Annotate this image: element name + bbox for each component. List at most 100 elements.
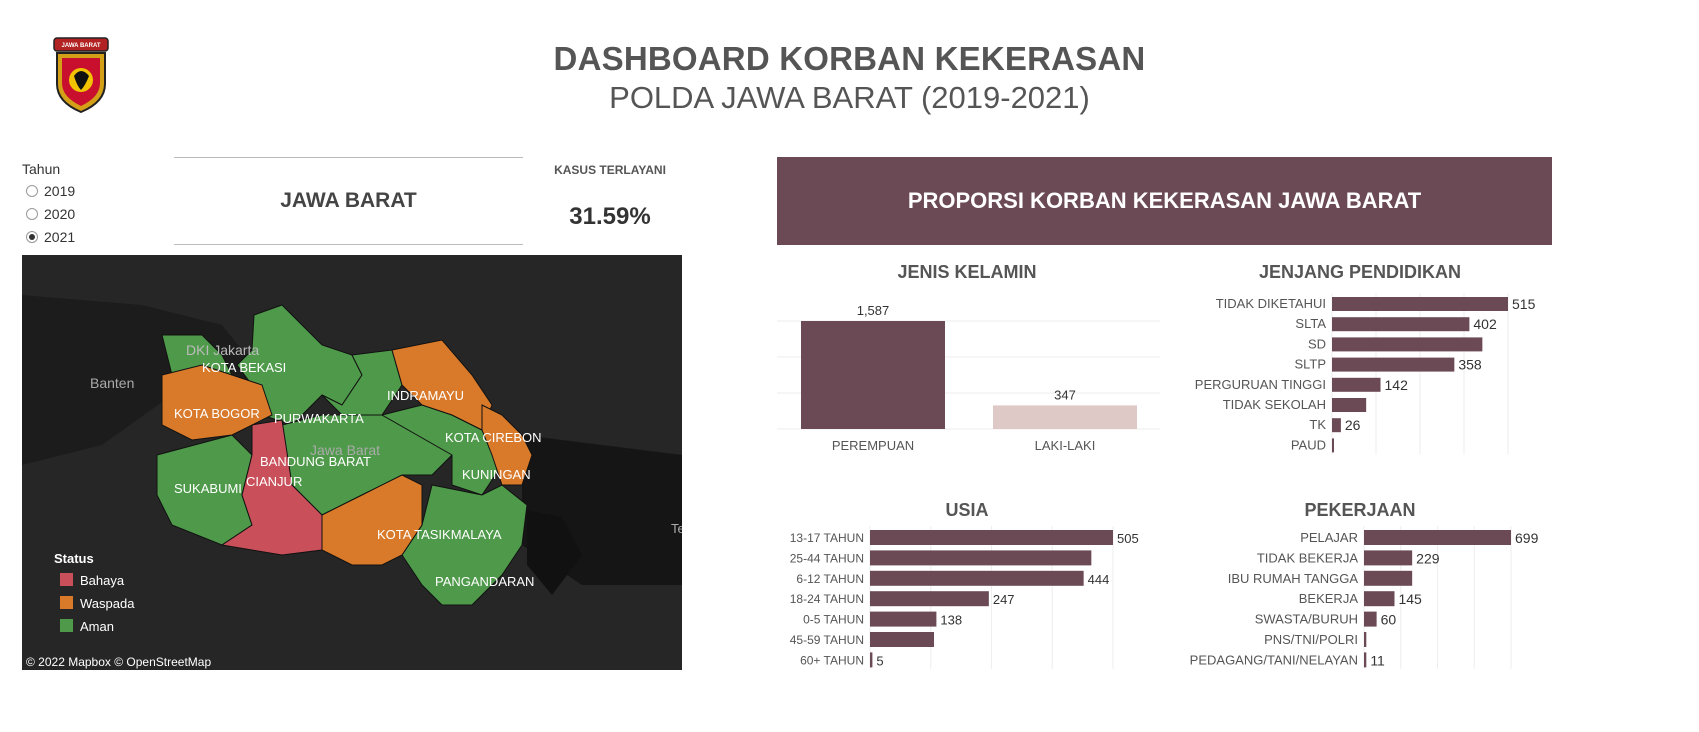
- legend-label: Waspada: [80, 596, 135, 611]
- bar: [993, 405, 1137, 429]
- category-label: 0-5 TAHUN: [803, 613, 864, 627]
- map-label: INDRAMAYU: [387, 388, 464, 403]
- bar: [1332, 357, 1455, 372]
- map-label: KOTA TASIKMALAYA: [377, 527, 502, 542]
- chart-pekerjaan: PELAJAR 699 TIDAK BEKERJA 229 IBU RUMAH TANG…: [1190, 526, 1539, 669]
- category-label: SLTA: [1295, 316, 1326, 331]
- legend-label: Bahaya: [80, 573, 125, 588]
- bar: [1364, 591, 1395, 607]
- chart-title-usia: USIA: [945, 500, 989, 520]
- category-label: TIDAK SEKOLAH: [1223, 397, 1326, 412]
- year-option-label: 2019: [44, 183, 76, 199]
- map-label: Te: [671, 521, 682, 536]
- kpi-value: 31.59%: [569, 203, 651, 230]
- map-attribution: © 2022 Mapbox © OpenStreetMap: [26, 655, 211, 669]
- category-label: LAKI-LAKI: [1035, 438, 1096, 453]
- year-filter-label: Tahun: [22, 161, 61, 177]
- category-label: 6-12 TAHUN: [796, 572, 864, 586]
- category-label: IBU RUMAH TANGGA: [1228, 571, 1359, 586]
- category-label: 25-44 TAHUN: [790, 551, 864, 565]
- map-label: PANGANDARAN: [435, 574, 534, 589]
- category-label: 60+ TAHUN: [800, 653, 864, 667]
- bar: [870, 591, 989, 607]
- bar-value-label: 247: [993, 592, 1015, 607]
- legend-title: Status: [54, 551, 94, 566]
- category-label: TIDAK BEKERJA: [1257, 550, 1358, 565]
- dashboard-title: DASHBOARD KORBAN KEKERASAN: [553, 40, 1146, 77]
- bar-value-label: 138: [940, 613, 962, 628]
- year-option-label: 2021: [44, 229, 76, 245]
- category-label: SWASTA/BURUH: [1255, 612, 1358, 627]
- bar: [1364, 550, 1413, 566]
- category-label: PEDAGANG/TANI/NELAYAN: [1190, 652, 1358, 667]
- category-label: PAUD: [1291, 437, 1326, 452]
- bar: [1332, 297, 1508, 311]
- bar-value-label: 5: [876, 653, 883, 668]
- dashboard-subtitle: POLDA JAWA BARAT (2019-2021): [609, 80, 1090, 115]
- chart-title-pendidikan: JENJANG PENDIDIKAN: [1258, 262, 1462, 282]
- map-label: DKI Jakarta: [186, 342, 259, 358]
- category-label: PELAJAR: [1300, 530, 1358, 545]
- bar: [870, 652, 873, 668]
- bar-value-label: 1,587: [857, 303, 890, 318]
- bar-value-label: 358: [1458, 357, 1482, 373]
- proporsi-banner: PROPORSI KORBAN KEKERASAN JAWA BARAT: [777, 157, 1552, 245]
- map-region-waspada[interactable]: [321, 474, 423, 566]
- bar-value-label: 444: [1088, 572, 1110, 587]
- chart-usia: 13-17 TAHUN 505 25-44 TAHUN 6-12 TAHUN 444 18…: [790, 526, 1139, 669]
- radio-selected-icon: [26, 231, 38, 243]
- category-label: PEREMPUAN: [832, 438, 914, 453]
- bar: [1332, 398, 1367, 412]
- category-label: BEKERJA: [1299, 591, 1359, 606]
- bar-value-label: 699: [1515, 530, 1539, 546]
- category-label: TK: [1309, 417, 1326, 432]
- year-option-2020[interactable]: 2020: [26, 206, 75, 222]
- bar: [801, 321, 945, 429]
- bar: [1332, 438, 1334, 453]
- bar: [870, 570, 1084, 586]
- polda-logo: JAWA BARAT: [53, 37, 109, 114]
- map-label: KOTA BEKASI: [202, 360, 286, 375]
- kpi-label: KASUS TERLAYANI: [554, 163, 666, 177]
- selected-region: JAWA BARAT: [174, 157, 523, 245]
- map-label: Banten: [90, 375, 134, 391]
- bar: [1364, 530, 1511, 545]
- legend-swatch-bahaya: [60, 573, 73, 586]
- year-option-2021[interactable]: 2021: [26, 229, 75, 245]
- category-label: 18-24 TAHUN: [790, 592, 864, 606]
- chart-jenis-kelamin: 1,587 PEREMPUAN 347 LAKI-LAKI: [777, 303, 1160, 453]
- legend-swatch-aman: [60, 619, 73, 632]
- radio-icon: [26, 185, 38, 197]
- bar: [870, 611, 937, 627]
- year-option-label: 2020: [44, 206, 76, 222]
- bar-value-label: 145: [1398, 591, 1422, 607]
- map-region-kuningan[interactable]: [481, 404, 533, 486]
- chart-title-pekerjaan: PEKERJAAN: [1304, 500, 1416, 520]
- bar: [1332, 317, 1470, 332]
- category-label: TIDAK DIKETAHUI: [1216, 296, 1326, 311]
- category-label: 45-59 TAHUN: [790, 633, 864, 647]
- map-label: KOTA BOGOR: [174, 406, 260, 421]
- map-legend: Status Bahaya Waspada Aman: [54, 551, 135, 634]
- bar-value-label: 402: [1473, 316, 1497, 332]
- bar-value-label: 142: [1385, 377, 1409, 393]
- map-region-cianjur[interactable]: [220, 419, 323, 556]
- map-label: KOTA CIREBON: [445, 430, 542, 445]
- map-label: PURWAKARTA: [274, 411, 364, 426]
- map-label: SUKABUMI: [174, 481, 242, 496]
- bar: [870, 632, 934, 647]
- category-label: PERGURUAN TINGGI: [1195, 377, 1326, 392]
- bar-value-label: 11: [1370, 652, 1385, 668]
- map-label: BANDUNG BARAT: [260, 454, 371, 469]
- bar: [1364, 652, 1367, 668]
- map-land-east: [527, 510, 582, 595]
- category-label: PNS/TNI/POLRI: [1264, 632, 1358, 647]
- bar: [1332, 377, 1381, 392]
- bar-value-label: 505: [1117, 531, 1139, 546]
- bar: [1364, 611, 1377, 627]
- map-label: CIANJUR: [246, 474, 302, 489]
- choropleth-map[interactable]: DKI Jakarta Banten KOTA BEKASI KOTA BOGO…: [22, 255, 682, 670]
- year-option-2019[interactable]: 2019: [26, 183, 75, 199]
- map-region-kota-bogor[interactable]: [161, 364, 273, 441]
- bar-value-label: 26: [1345, 417, 1361, 433]
